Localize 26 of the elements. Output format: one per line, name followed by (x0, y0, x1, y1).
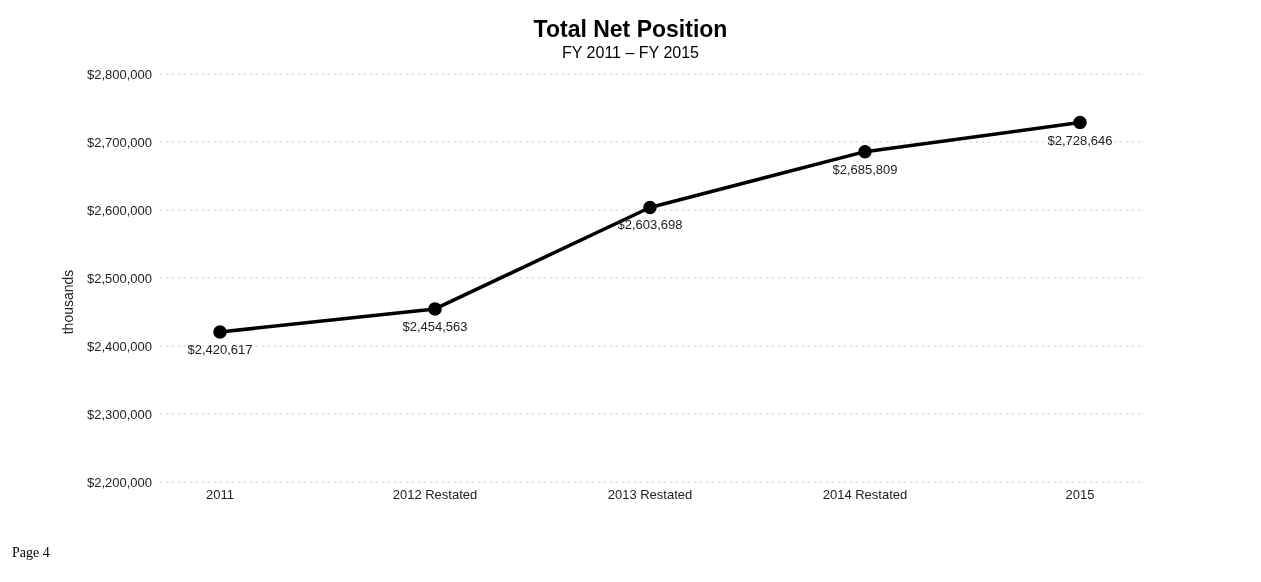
data-label: $2,603,698 (617, 217, 683, 233)
x-tick-label: 2015 (1065, 487, 1095, 503)
y-tick-label: $2,700,000 (86, 134, 152, 150)
point (213, 325, 227, 339)
data-label: $2,728,646 (1047, 132, 1113, 148)
text: Page 4 (12, 545, 50, 561)
y-tick-label: $2,600,000 (86, 202, 152, 218)
y-tick-label: $2,400,000 (86, 338, 152, 354)
x-tick-label: 2014 Restated (822, 487, 908, 503)
point (858, 144, 872, 159)
data-label: $2,454,563 (402, 318, 468, 334)
y-tick-label: $2,500,000 (86, 270, 152, 286)
x-tick-label: 2012 Restated (392, 487, 478, 503)
x-tick-label: 2013 Restated (607, 487, 693, 503)
point (428, 302, 442, 316)
y-tick-label: $2,200,000 (86, 474, 152, 490)
x-tick-label: 2011 (206, 487, 234, 503)
y-axis-title: thousands (60, 269, 76, 335)
point (643, 200, 657, 215)
data-label: $2,685,809 (832, 161, 898, 177)
y-tick-label: $2,800,000 (86, 66, 152, 82)
y-tick-label: $2,300,000 (86, 406, 152, 422)
chart-subtitle: FY 2011 – FY 2015 (561, 44, 700, 62)
data-label: $2,420,617 (187, 341, 253, 357)
chart-title: Total Net Position (532, 16, 729, 43)
point (1073, 115, 1087, 130)
